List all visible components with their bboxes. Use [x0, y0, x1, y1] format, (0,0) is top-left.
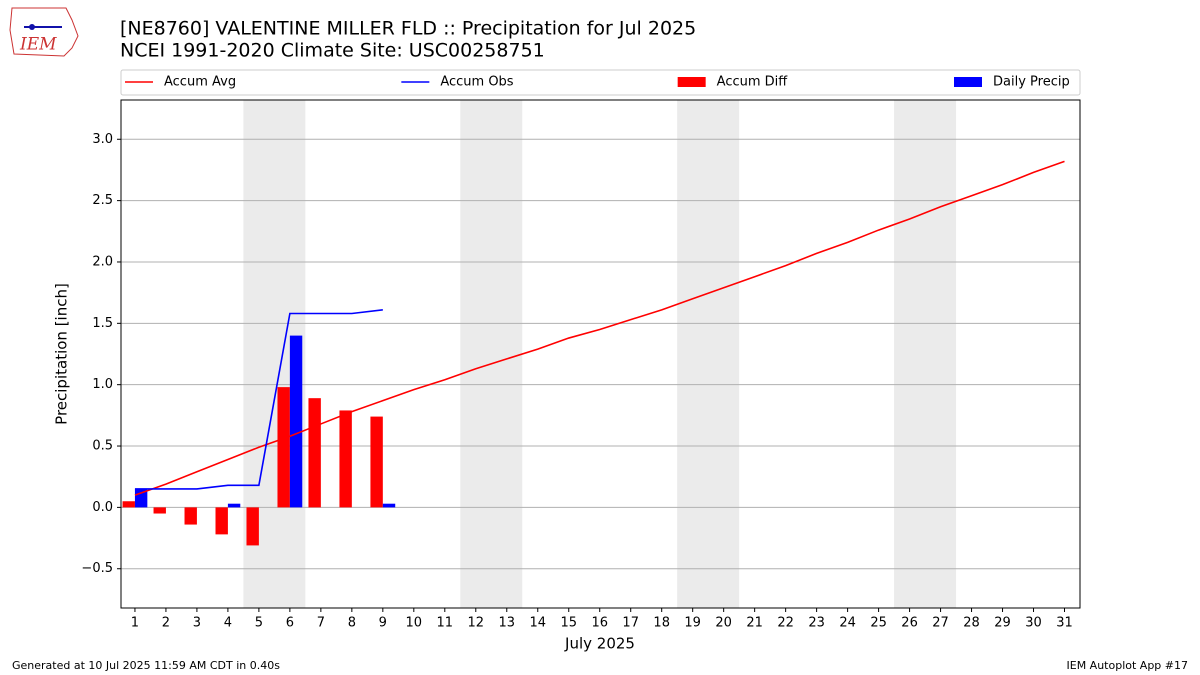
- x-tick-label: 11: [437, 616, 454, 631]
- x-tick-label: 13: [498, 616, 515, 631]
- bar: [122, 501, 135, 508]
- bar: [215, 507, 228, 535]
- x-tick-label: 3: [193, 616, 201, 631]
- weekend-shade: [677, 100, 740, 608]
- x-tick-label: 20: [715, 616, 732, 631]
- bar: [339, 410, 352, 508]
- x-tick-label: 31: [1056, 616, 1073, 631]
- x-tick-label: 30: [1025, 616, 1042, 631]
- bar: [277, 387, 290, 508]
- x-tick-label: 25: [870, 616, 887, 631]
- bar: [184, 507, 197, 525]
- x-axis-label: July 2025: [564, 635, 635, 653]
- x-tick-label: 9: [379, 616, 387, 631]
- x-tick-label: 8: [348, 616, 356, 631]
- footer-left: Generated at 10 Jul 2025 11:59 AM CDT in…: [12, 659, 280, 672]
- legend-swatch: [677, 77, 706, 87]
- y-tick-label: 1.5: [92, 316, 113, 331]
- bar: [246, 507, 259, 546]
- x-tick-label: 2: [162, 616, 170, 631]
- bar: [382, 503, 396, 508]
- y-tick-label: 0.5: [92, 439, 113, 454]
- bar: [289, 335, 303, 508]
- y-tick-label: 2.5: [92, 193, 113, 208]
- weekend-shade: [894, 100, 957, 608]
- y-axis-label: Precipitation [inch]: [53, 283, 71, 425]
- y-tick-label: 1.0: [92, 377, 113, 392]
- legend-box: [120, 69, 1081, 96]
- bar: [227, 503, 241, 508]
- x-tick-label: 21: [746, 616, 763, 631]
- bar: [370, 416, 383, 508]
- x-tick-label: 16: [591, 616, 608, 631]
- x-tick-label: 29: [994, 616, 1011, 631]
- x-tick-label: 27: [932, 616, 949, 631]
- logo-text: IEM: [19, 35, 57, 55]
- y-tick-label: 0.0: [92, 500, 113, 515]
- chart-subtitle: NCEI 1991-2020 Climate Site: USC00258751: [120, 40, 545, 62]
- footer-right: IEM Autoplot App #17: [1067, 659, 1189, 672]
- x-tick-label: 5: [255, 616, 263, 631]
- x-tick-label: 24: [839, 616, 856, 631]
- x-tick-label: 7: [317, 616, 325, 631]
- y-tick-label: −0.5: [81, 561, 113, 576]
- x-tick-label: 23: [808, 616, 825, 631]
- x-tick-label: 4: [224, 616, 232, 631]
- x-tick-label: 28: [963, 616, 980, 631]
- bar: [308, 398, 321, 508]
- line: [134, 309, 383, 490]
- chart-title: [NE8760] VALENTINE MILLER FLD :: Precipi…: [120, 18, 696, 40]
- x-tick-label: 26: [901, 616, 918, 631]
- x-tick-label: 18: [653, 616, 670, 631]
- bar: [153, 507, 166, 514]
- x-tick-label: 19: [684, 616, 701, 631]
- weekend-shade: [460, 100, 523, 608]
- x-tick-label: 12: [468, 616, 485, 631]
- y-tick-label: 2.0: [92, 254, 113, 269]
- x-tick-label: 14: [529, 616, 546, 631]
- x-tick-label: 6: [286, 616, 294, 631]
- x-tick-label: 22: [777, 616, 794, 631]
- x-tick-label: 17: [622, 616, 639, 631]
- plot-frame: [120, 99, 1081, 609]
- x-tick-label: 15: [560, 616, 577, 631]
- legend-label: Accum Avg: [164, 75, 236, 90]
- y-tick-label: 3.0: [92, 132, 113, 147]
- logo: IEM: [9, 7, 79, 57]
- legend-label: Daily Precip: [993, 75, 1070, 90]
- x-tick-label: 10: [406, 616, 423, 631]
- legend-label: Accum Obs: [440, 75, 513, 90]
- legend-swatch: [954, 77, 982, 87]
- legend-label: Accum Diff: [717, 75, 789, 90]
- x-tick-label: 1: [131, 616, 139, 631]
- logo-outline: [9, 7, 79, 57]
- line: [134, 160, 1065, 496]
